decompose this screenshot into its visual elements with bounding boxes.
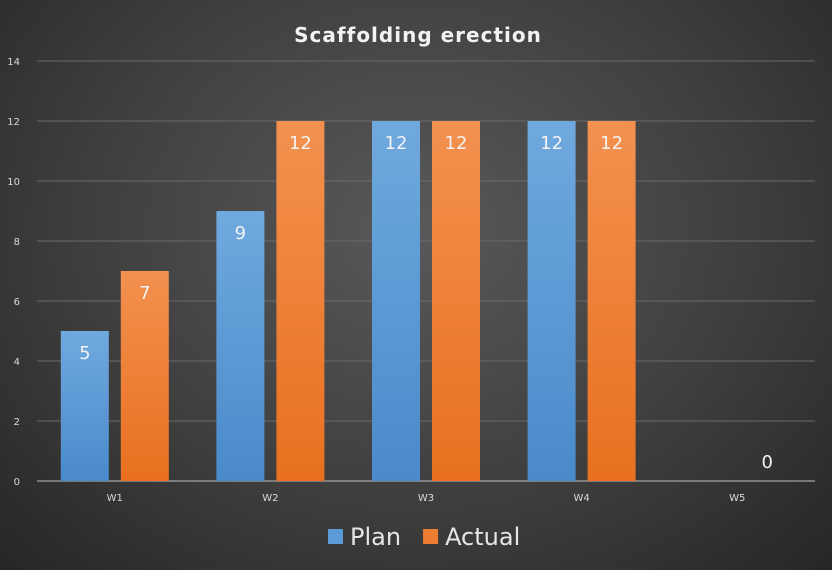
bar-plan-w4 <box>527 121 576 481</box>
chart-title: Scaffolding erection <box>294 23 542 47</box>
y-tick-label: 12 <box>7 117 20 128</box>
x-tick-label: W3 <box>418 493 434 504</box>
legend-label-actual: Actual <box>445 523 520 551</box>
bar-actual-w2 <box>276 121 325 481</box>
bar-plan-w3 <box>372 121 420 481</box>
x-tick-label: W4 <box>573 493 589 504</box>
legend-label-plan: Plan <box>350 523 401 551</box>
y-tick-label: 4 <box>14 357 20 368</box>
data-label: 5 <box>79 343 90 364</box>
x-tick-label: W1 <box>107 493 123 504</box>
y-tick-label: 6 <box>14 297 20 308</box>
bar-actual-w1 <box>120 271 169 481</box>
y-tick-label: 14 <box>7 57 20 68</box>
x-tick-label: W2 <box>262 493 278 504</box>
data-labels: 5 7 9 12 12 12 12 12 0 <box>79 133 773 473</box>
data-label: 0 <box>761 452 772 473</box>
bar-actual-w4 <box>587 121 636 481</box>
data-label: 7 <box>139 283 150 304</box>
data-label: 12 <box>600 133 623 154</box>
x-axis-ticks: W1 W2 W3 W4 W5 <box>107 493 746 504</box>
data-label: 12 <box>445 133 468 154</box>
bar-plan-w1 <box>60 331 109 481</box>
legend-swatch-plan <box>328 529 343 544</box>
legend-swatch-actual <box>423 529 439 544</box>
y-tick-label: 10 <box>7 177 20 188</box>
data-label: 9 <box>235 223 246 244</box>
bar-plan-w2 <box>216 211 265 481</box>
bars <box>60 121 636 481</box>
data-label: 12 <box>540 133 563 154</box>
y-tick-label: 2 <box>14 417 20 428</box>
bar-actual-w3 <box>432 121 480 481</box>
legend: Plan Actual <box>328 523 520 551</box>
data-label: 12 <box>385 133 408 154</box>
y-axis-ticks: 0 2 4 6 8 10 12 14 <box>7 57 20 488</box>
data-label: 12 <box>289 133 312 154</box>
x-tick-label: W5 <box>729 493 745 504</box>
y-tick-label: 0 <box>14 477 20 488</box>
y-tick-label: 8 <box>14 237 20 248</box>
